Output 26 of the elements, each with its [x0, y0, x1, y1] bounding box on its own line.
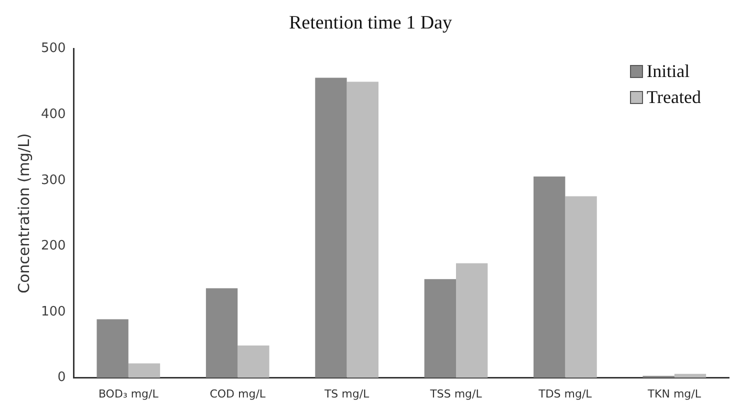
bar	[534, 176, 566, 378]
bar	[346, 82, 378, 378]
y-tick-label: 200	[40, 238, 66, 254]
y-tick-label: 300	[40, 172, 66, 188]
chart-title: Retention time 1 Day	[288, 12, 453, 34]
x-tick-label: BOD₃ mg/L	[98, 387, 160, 400]
legend-label: Initial	[646, 60, 690, 83]
y-tick-label: 400	[40, 106, 66, 122]
bar	[315, 78, 347, 378]
x-tick-label: TS mg/L	[323, 387, 370, 400]
y-axis-title: Concentration (mg/L)	[14, 133, 33, 294]
bar	[456, 263, 488, 378]
bar	[96, 319, 128, 378]
x-tick-label: TDS mg/L	[538, 387, 593, 400]
x-tick-label: TSS mg/L	[429, 387, 483, 400]
y-tick-label: 0	[58, 370, 66, 386]
x-tick-label: TKN mg/L	[646, 387, 702, 400]
y-tick-label: 100	[40, 304, 66, 320]
bar	[565, 196, 597, 378]
bar	[238, 346, 270, 378]
y-tick-label: 500	[40, 41, 66, 56]
bar	[128, 363, 160, 378]
legend-label: Treated	[646, 86, 701, 109]
x-tick-label: COD mg/L	[210, 387, 266, 400]
bar	[206, 288, 238, 378]
bar	[424, 279, 456, 378]
